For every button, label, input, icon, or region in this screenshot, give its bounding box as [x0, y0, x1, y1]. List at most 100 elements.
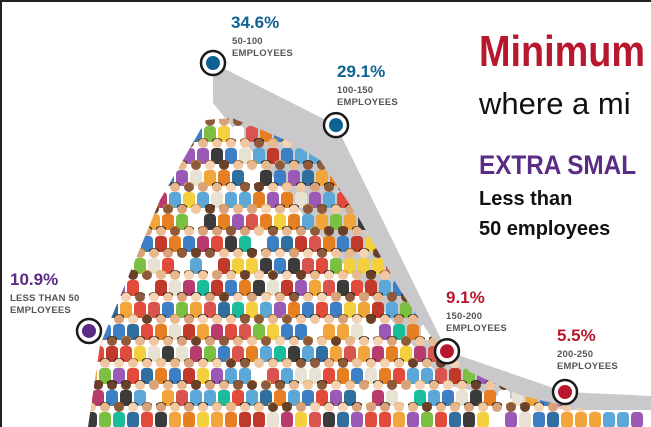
crowd-person: [414, 248, 426, 274]
crowd-person: [379, 402, 391, 427]
crowd-person: [155, 226, 167, 252]
crowd-person: [526, 248, 538, 274]
crowd-person: [323, 182, 335, 208]
crowd-person: [302, 380, 314, 406]
crowd-person: [211, 314, 223, 340]
crowd-person: [183, 270, 195, 296]
trend-band: [213, 63, 651, 410]
crowd-person: [624, 292, 636, 318]
crowd-person: [407, 138, 419, 164]
crowd-person: [232, 248, 244, 274]
crowd-person: [456, 160, 468, 186]
category-description: Less than 50 employees: [479, 188, 611, 240]
crowd-person: [197, 270, 209, 296]
crowd-person: [155, 138, 167, 164]
crowd-person: [603, 270, 615, 296]
crowd-person: [302, 204, 314, 230]
crowd-person: [169, 402, 181, 427]
crowd-person: [155, 182, 167, 208]
crowd-person: [470, 336, 482, 362]
crowd-person: [568, 248, 580, 274]
crowd-person: [120, 160, 132, 186]
crowd-person: [344, 336, 356, 362]
crowd-person: [246, 292, 258, 318]
crowd-person: [148, 248, 160, 274]
crowd-person: [204, 248, 216, 274]
crowd-person: [127, 314, 139, 340]
crowd-person: [309, 314, 321, 340]
crowd-person: [470, 248, 482, 274]
crowd-person: [484, 336, 496, 362]
crowd-person: [421, 182, 433, 208]
crowd-person: [204, 292, 216, 318]
crowd-person: [148, 118, 160, 142]
crowd-person: [106, 204, 118, 230]
crowd-person: [337, 226, 349, 252]
crowd-person: [407, 182, 419, 208]
crowd-person: [295, 358, 307, 384]
crowd-person: [253, 402, 265, 427]
crowd-person: [351, 226, 363, 252]
crowd-person: [400, 160, 412, 186]
crowd-person: [183, 226, 195, 252]
crowd-person: [197, 226, 209, 252]
crowd-person: [414, 160, 426, 186]
crowd-person: [316, 336, 328, 362]
crowd-person: [365, 314, 377, 340]
crowd-person: [274, 292, 286, 318]
crowd-person: [351, 314, 363, 340]
crowd-person: [435, 138, 447, 164]
crowd-person: [617, 226, 629, 252]
crowd-person: [155, 358, 167, 384]
crowd-person: [267, 358, 279, 384]
crowd-person: [400, 336, 412, 362]
crowd-person: [120, 118, 132, 142]
crowd-person: [463, 182, 475, 208]
crowd-person: [92, 292, 104, 318]
crowd-person: [302, 336, 314, 362]
crowd-person: [88, 182, 97, 208]
crowd-person: [575, 270, 587, 296]
crowd-person: [190, 248, 202, 274]
crowd-person: [498, 248, 510, 274]
crowd-person: [484, 248, 496, 274]
crowd-person: [274, 248, 286, 274]
crowd-person: [365, 358, 377, 384]
crowd-person: [484, 380, 496, 406]
crowd-person: [218, 248, 230, 274]
crowd-person: [204, 204, 216, 230]
crowd-person: [176, 118, 188, 142]
crowd-person: [267, 270, 279, 296]
crowd-person: [519, 314, 531, 340]
crowd-person: [88, 138, 97, 164]
crowd-person: [92, 380, 104, 406]
crowd-person: [316, 248, 328, 274]
crowd-person: [610, 292, 622, 318]
crowd-person: [232, 292, 244, 318]
crowd-person: [106, 248, 118, 274]
crowd-person: [106, 336, 118, 362]
crowd-person: [246, 336, 258, 362]
crowd-person: [603, 314, 615, 340]
crowd-person: [88, 358, 97, 384]
crowd-person: [239, 138, 251, 164]
crowd-person: [533, 270, 545, 296]
crowd-person: [246, 160, 258, 186]
crowd-person: [477, 402, 489, 427]
crowd-person: [421, 402, 433, 427]
crowd-person: [162, 336, 174, 362]
crowd-person: [197, 358, 209, 384]
crowd-person: [358, 292, 370, 318]
crowd-person: [176, 336, 188, 362]
crowd-person: [204, 380, 216, 406]
crowd-person: [386, 292, 398, 318]
crowd-person: [169, 182, 181, 208]
label-pct-100-150: 29.1%: [337, 62, 386, 81]
crowd-person: [232, 380, 244, 406]
marker-200-250: [551, 378, 579, 406]
crowd-person: [127, 402, 139, 427]
crowd-person: [463, 402, 475, 427]
crowd-person: [211, 270, 223, 296]
crowd-person: [309, 182, 321, 208]
